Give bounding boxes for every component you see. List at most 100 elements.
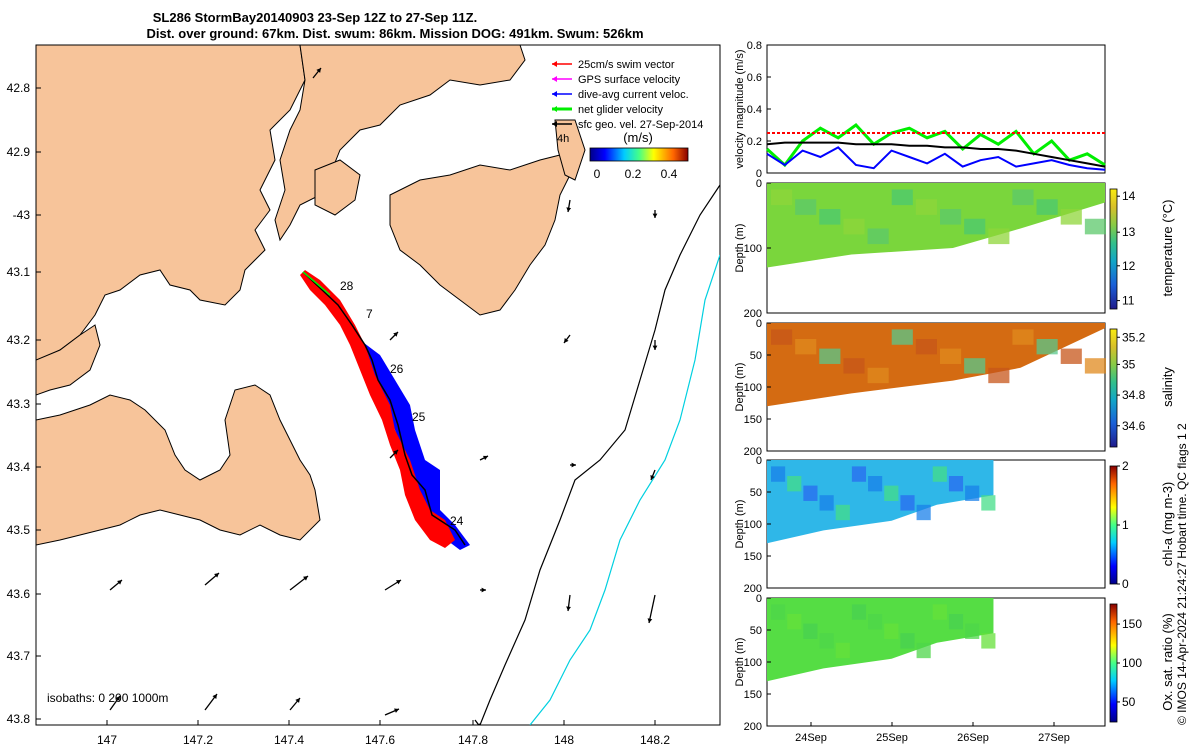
heatmap-y-ticklabel: 50 [750, 625, 762, 637]
heatmap-colorbar [1109, 465, 1118, 585]
heatmap-cell [803, 623, 818, 639]
heatmap-ylabel: Depth (m) [734, 638, 746, 687]
heatmap-cell [843, 218, 865, 235]
velocity-series [765, 123, 1106, 171]
heatmap-y-ticklabel: 0 [756, 593, 762, 605]
day-label-24: 24 [450, 514, 464, 528]
track-blue-swath [360, 340, 470, 550]
velocity-series-line [766, 141, 1106, 168]
vel-y-ticklabel: 0.4 [747, 104, 762, 116]
legend-arrowhead [552, 76, 557, 82]
land-north-islands [554, 119, 586, 181]
heatmap-cell [771, 329, 793, 345]
colorbar-ticklabel: 1 [1122, 518, 1129, 532]
colorbar-ticklabel: 34.6 [1122, 419, 1146, 433]
heatmap-cell [819, 209, 841, 225]
heatmap-cell [915, 199, 937, 215]
sfc-velocity-arrowhead [393, 450, 398, 455]
sfc-velocity-arrowhead [647, 618, 653, 623]
heatmap-cell [940, 209, 962, 225]
legend-entry: 25cm/s swim vector [578, 59, 675, 71]
velocity-series-line [766, 146, 1106, 171]
colorbar-ticklabel: 35 [1122, 357, 1136, 371]
heatmap-cell [1060, 209, 1082, 225]
heatmap-y-ticklabel: 200 [744, 308, 762, 320]
heatmap-cell [795, 199, 817, 215]
heatmap-cell [867, 228, 889, 245]
colorbar-tick-1: 0.2 [625, 167, 642, 181]
sfc-velocity-arrowhead [295, 698, 300, 703]
colorbar-ticklabel: 150 [1122, 617, 1142, 631]
legend-entry: net glider velocity [578, 104, 663, 116]
lat-tick-label: 43.1 [7, 265, 31, 279]
heatmap-cell [932, 604, 947, 620]
colorbar-ticklabel: 11 [1122, 294, 1135, 308]
legend-arrowhead [552, 106, 557, 112]
sfc-velocity-arrowhead [396, 580, 401, 585]
heatmap-cell [1060, 348, 1082, 364]
heatmap-y-ticklabel: 100 [744, 519, 762, 531]
colorbar-ticklabel: 14 [1122, 189, 1136, 203]
sfc-velocity-arrowhead [652, 345, 658, 350]
heatmap-cell [891, 189, 913, 206]
day-label-26: 26 [390, 362, 404, 376]
sfc-velocity-arrowhead [566, 606, 571, 611]
heatmap-cell [835, 642, 850, 659]
lon-tick-label: 147.8 [458, 733, 488, 747]
heatmap-cell [1084, 358, 1106, 374]
sfc-velocity-arrowhead [393, 332, 398, 337]
legend-suffix: 4h [557, 133, 569, 145]
lat-tick-label: 42.8 [7, 81, 31, 95]
sfc-velocity-arrowhead [477, 723, 481, 725]
heatmap-cell [1012, 329, 1034, 345]
colorbar-tick-2: 0.4 [661, 167, 678, 181]
heatmap-cell [851, 466, 867, 482]
heatmap-cell [916, 504, 931, 521]
velocity-colorbar [589, 147, 689, 162]
heatmap-y-ticklabel: 50 [750, 487, 762, 499]
map-lon-ticks: 147 147.2 147.4 147.6 147.8 148 148.2 [97, 720, 670, 747]
heatmap-cell [1036, 199, 1058, 215]
day-label-27: 7 [366, 307, 373, 321]
sfc-velocity-arrowhead [481, 587, 486, 593]
heatmap-cell [1036, 339, 1058, 355]
heatmap-ylabel: Depth (m) [734, 224, 746, 273]
title-line2: Dist. over ground: 67km. Dist. swum: 86k… [146, 26, 643, 41]
heatmap-y-ticklabel: 50 [750, 350, 762, 362]
sfc-velocity-arrow [648, 594, 656, 624]
time-ticklabel: 25Sep [876, 732, 908, 744]
colorbar-ticklabel: 0 [1122, 577, 1129, 591]
track-red-swath [300, 270, 455, 548]
heatmap-ylabel: Depth (m) [734, 500, 746, 549]
heatmap-cell [948, 614, 964, 630]
colorbar-label: temperature (°C) [1160, 200, 1175, 297]
sfc-velocity-arrowhead [650, 475, 655, 480]
heatmap-cell [916, 642, 931, 659]
imos-footer: © IMOS 14-Apr-2024 21:24:27 Hobart time.… [1175, 423, 1189, 725]
land-mainland-south [36, 384, 321, 546]
sfc-velocity-arrowhead [115, 696, 120, 701]
colorbar-ticklabel: 2 [1122, 459, 1129, 473]
colorbar-ticklabel: 34.8 [1122, 388, 1146, 402]
lat-tick-label: 43.2 [7, 333, 31, 347]
heatmap-ylabel: Depth (m) [734, 363, 746, 412]
colorbar-label: salinity [1160, 367, 1175, 407]
heatmap-y-ticklabel: 0 [756, 318, 762, 330]
heatmap-cell [900, 633, 915, 649]
time-axis: 24Sep 25Sep 26Sep 27Sep [795, 722, 1070, 744]
heatmap-colorbar [1109, 328, 1118, 448]
heatmap-cell [803, 485, 818, 501]
heatmap-cell [932, 466, 947, 482]
heatmap-cell [964, 218, 986, 235]
colorbar-ticklabel: 50 [1122, 695, 1136, 709]
heatmap-cell [884, 485, 899, 501]
colorbar-tick-0: 0 [594, 167, 601, 181]
heatmap-y-ticklabel: 150 [744, 689, 762, 701]
lon-tick-label: 147.2 [183, 733, 213, 747]
heatmap-cell [819, 348, 841, 364]
heatmap-cell [868, 476, 883, 492]
heatmap-cell [819, 495, 834, 511]
map-legend: 25cm/s swim vector GPS surface velocity di… [552, 59, 703, 131]
heatmap-cell [851, 604, 867, 620]
